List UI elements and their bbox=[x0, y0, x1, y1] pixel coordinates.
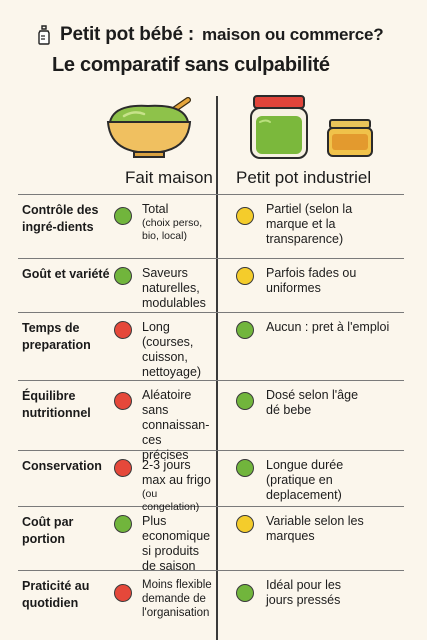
title-sub: maison ou commerce? bbox=[202, 25, 384, 44]
status-dot-green bbox=[236, 459, 254, 477]
status-dot-green bbox=[114, 207, 132, 225]
industrial-cell: Aucun : pret à l'emploi bbox=[266, 320, 390, 334]
table-divider bbox=[18, 194, 404, 196]
table-divider bbox=[18, 506, 404, 508]
table-divider bbox=[18, 380, 404, 382]
baby-bottle-icon bbox=[38, 25, 50, 45]
title-main: Petit pot bébé : bbox=[60, 24, 195, 45]
status-dot-red bbox=[114, 392, 132, 410]
homemade-cell: Long (courses, cuisson, nettoyage) bbox=[142, 320, 202, 379]
status-dot-red bbox=[114, 459, 132, 477]
industrial-cell: Parfois fades ou uniformes bbox=[266, 266, 357, 295]
baby-food-jars-icon bbox=[250, 95, 373, 159]
column-divider bbox=[216, 96, 218, 640]
row-label: Conservation bbox=[22, 459, 102, 473]
row-label: Équilibre nutritionnel bbox=[22, 389, 91, 420]
homemade-cell: 2-3 jours max au frigo (ou congelation) bbox=[142, 458, 211, 513]
status-dot-red bbox=[114, 584, 132, 602]
page-title: Petit pot bébé : maison ou commerce? bbox=[36, 24, 384, 46]
homemade-cell: Moins flexible demande de l'organisation bbox=[142, 579, 212, 619]
table-divider bbox=[18, 312, 404, 314]
row-label: Goût et variété bbox=[22, 267, 110, 281]
industrial-cell: Idéal pour les jours pressés bbox=[266, 578, 342, 607]
column-header-industrial: Petit pot industriel bbox=[236, 168, 372, 187]
row-label: Praticité au quotidien bbox=[22, 579, 90, 610]
industrial-cell: Longue durée (pratique en deplacement) bbox=[266, 458, 344, 502]
status-dot-yellow bbox=[236, 267, 254, 285]
table-divider bbox=[18, 450, 404, 452]
row-label: Temps de preparation bbox=[22, 321, 91, 352]
table-divider bbox=[18, 258, 404, 260]
puree-bowl-icon bbox=[106, 97, 192, 158]
status-dot-red bbox=[114, 321, 132, 339]
industrial-cell: Dosé selon l'âge dé bebe bbox=[266, 388, 359, 417]
homemade-cell: Total (choix perso, bio, local) bbox=[142, 202, 203, 242]
industrial-cell: Partiel (selon la marque et la transpare… bbox=[266, 202, 353, 246]
status-dot-green bbox=[114, 515, 132, 533]
homemade-cell: Plus economique si produits de saison bbox=[142, 514, 211, 573]
homemade-cell: Saveurs naturelles, modulables bbox=[142, 266, 206, 310]
status-dot-green bbox=[236, 392, 254, 410]
row-label: Coût par portion bbox=[22, 515, 74, 546]
row-label: Contrôle des ingré-dients bbox=[22, 203, 99, 234]
industrial-cell: Variable selon les marques bbox=[266, 514, 364, 543]
status-dot-green bbox=[236, 584, 254, 602]
homemade-cell: Aléatoire sans connaissan-ces précises bbox=[142, 388, 210, 462]
table-divider bbox=[18, 570, 404, 572]
status-dot-yellow bbox=[236, 515, 254, 533]
column-header-homemade: Fait maison bbox=[125, 168, 213, 187]
status-dot-green bbox=[114, 267, 132, 285]
page-subtitle: Le comparatif sans culpabilité bbox=[52, 54, 330, 76]
status-dot-green bbox=[236, 321, 254, 339]
status-dot-yellow bbox=[236, 207, 254, 225]
